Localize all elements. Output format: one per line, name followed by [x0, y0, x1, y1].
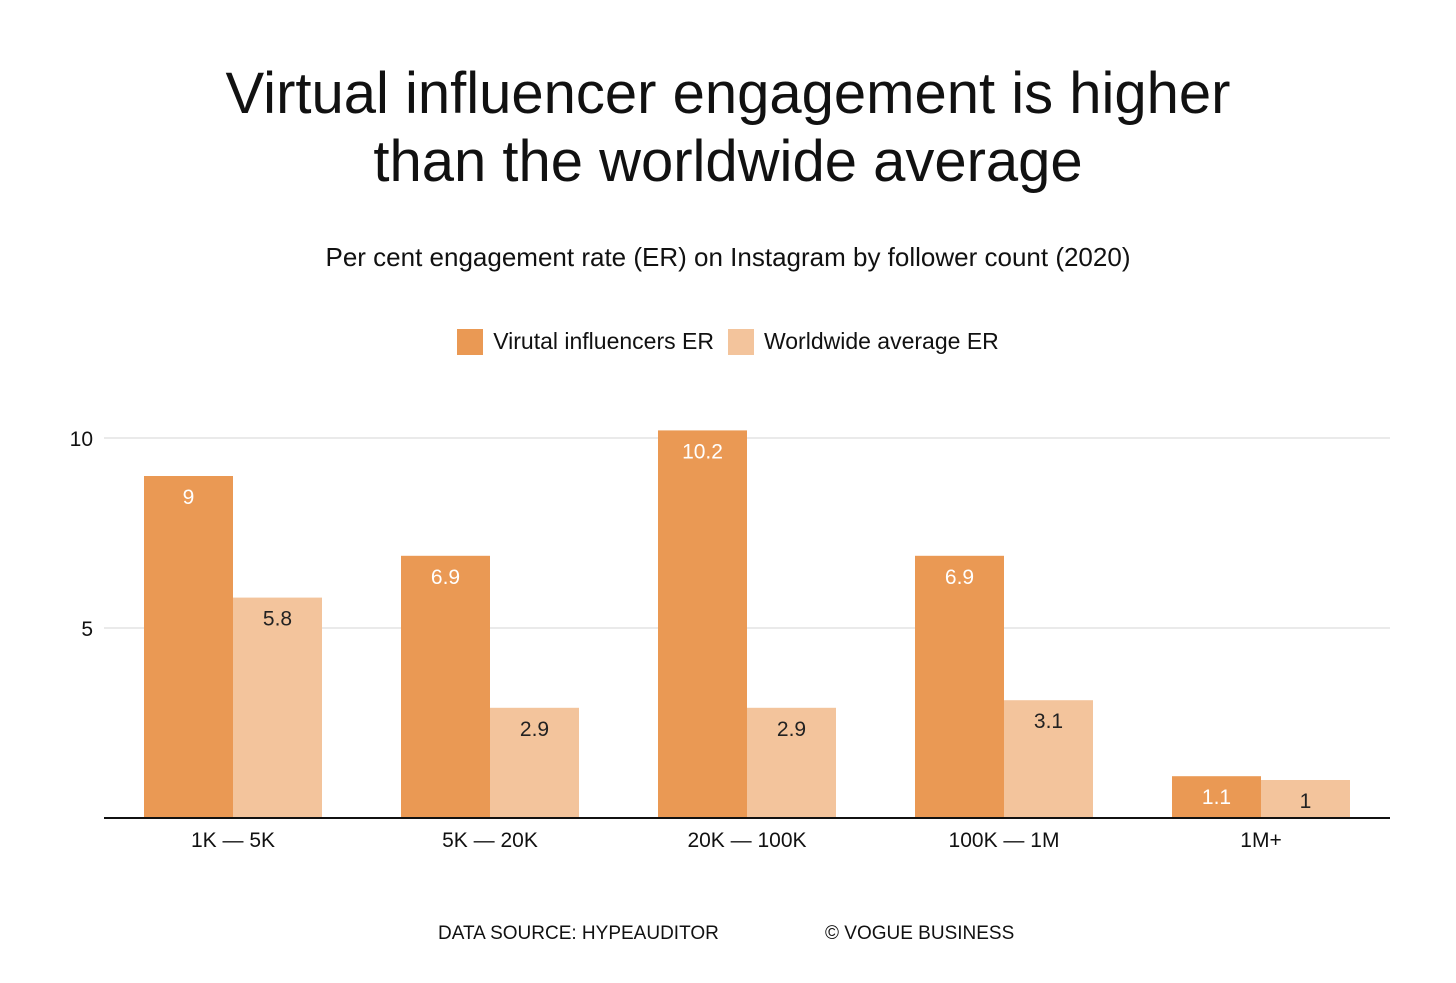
y-tick-label: 5 [81, 618, 93, 641]
bar-virtual [1172, 776, 1261, 818]
data-label: 2.9 [520, 718, 549, 741]
bar-worldwide [747, 707, 836, 818]
x-tick-label: 5K — 20K [442, 829, 538, 852]
y-tick-label: 10 [70, 428, 93, 451]
chart-title-line-1: Virtual influencer engagement is higher [225, 61, 1231, 126]
data-label: 6.9 [431, 566, 460, 589]
legend-item-worldwide: Worldwide average ER [727, 328, 999, 355]
chart-subtitle: Per cent engagement rate (ER) on Instagr… [325, 242, 1131, 272]
data-label: 3.1 [1034, 710, 1063, 733]
chart-title: Virtual influencer engagement is higher … [0, 60, 1456, 196]
legend-item-virtual: Virutal influencers ER [457, 328, 714, 355]
legend-swatch-worldwide [727, 328, 754, 355]
bar-virtual [401, 555, 490, 818]
bar-worldwide [1261, 780, 1350, 818]
chart-title-line-2: than the worldwide average [373, 129, 1083, 194]
bar-worldwide [233, 597, 322, 818]
bar-virtual [144, 476, 233, 818]
data-label: 2.9 [777, 718, 806, 741]
bar-virtual [658, 430, 747, 818]
copyright-credit: © VOGUE BUSINESS [825, 923, 1015, 944]
x-tick-label: 1M+ [1240, 829, 1281, 852]
x-tick-label: 1K — 5K [191, 829, 275, 852]
legend-swatch-virtual [457, 328, 484, 355]
bar-worldwide [490, 707, 579, 818]
data-label: 1.1 [1202, 786, 1231, 809]
bar-virtual [915, 555, 1004, 818]
data-source: DATA SOURCE: HYPEAUDITOR [438, 923, 719, 944]
legend-label-virtual: Virutal influencers ER [493, 328, 714, 354]
x-tick-label: 20K — 100K [687, 829, 806, 852]
x-tick-label: 100K — 1M [949, 829, 1060, 852]
data-label: 6.9 [945, 566, 974, 589]
data-label: 10.2 [682, 440, 723, 463]
legend-label-worldwide: Worldwide average ER [763, 328, 999, 354]
data-label: 5.8 [263, 608, 292, 631]
data-label: 1 [1300, 790, 1312, 813]
data-label: 9 [183, 486, 195, 509]
bar-worldwide [1004, 700, 1093, 818]
chart-legend: Virutal influencers ER Worldwide average… [0, 328, 1456, 355]
